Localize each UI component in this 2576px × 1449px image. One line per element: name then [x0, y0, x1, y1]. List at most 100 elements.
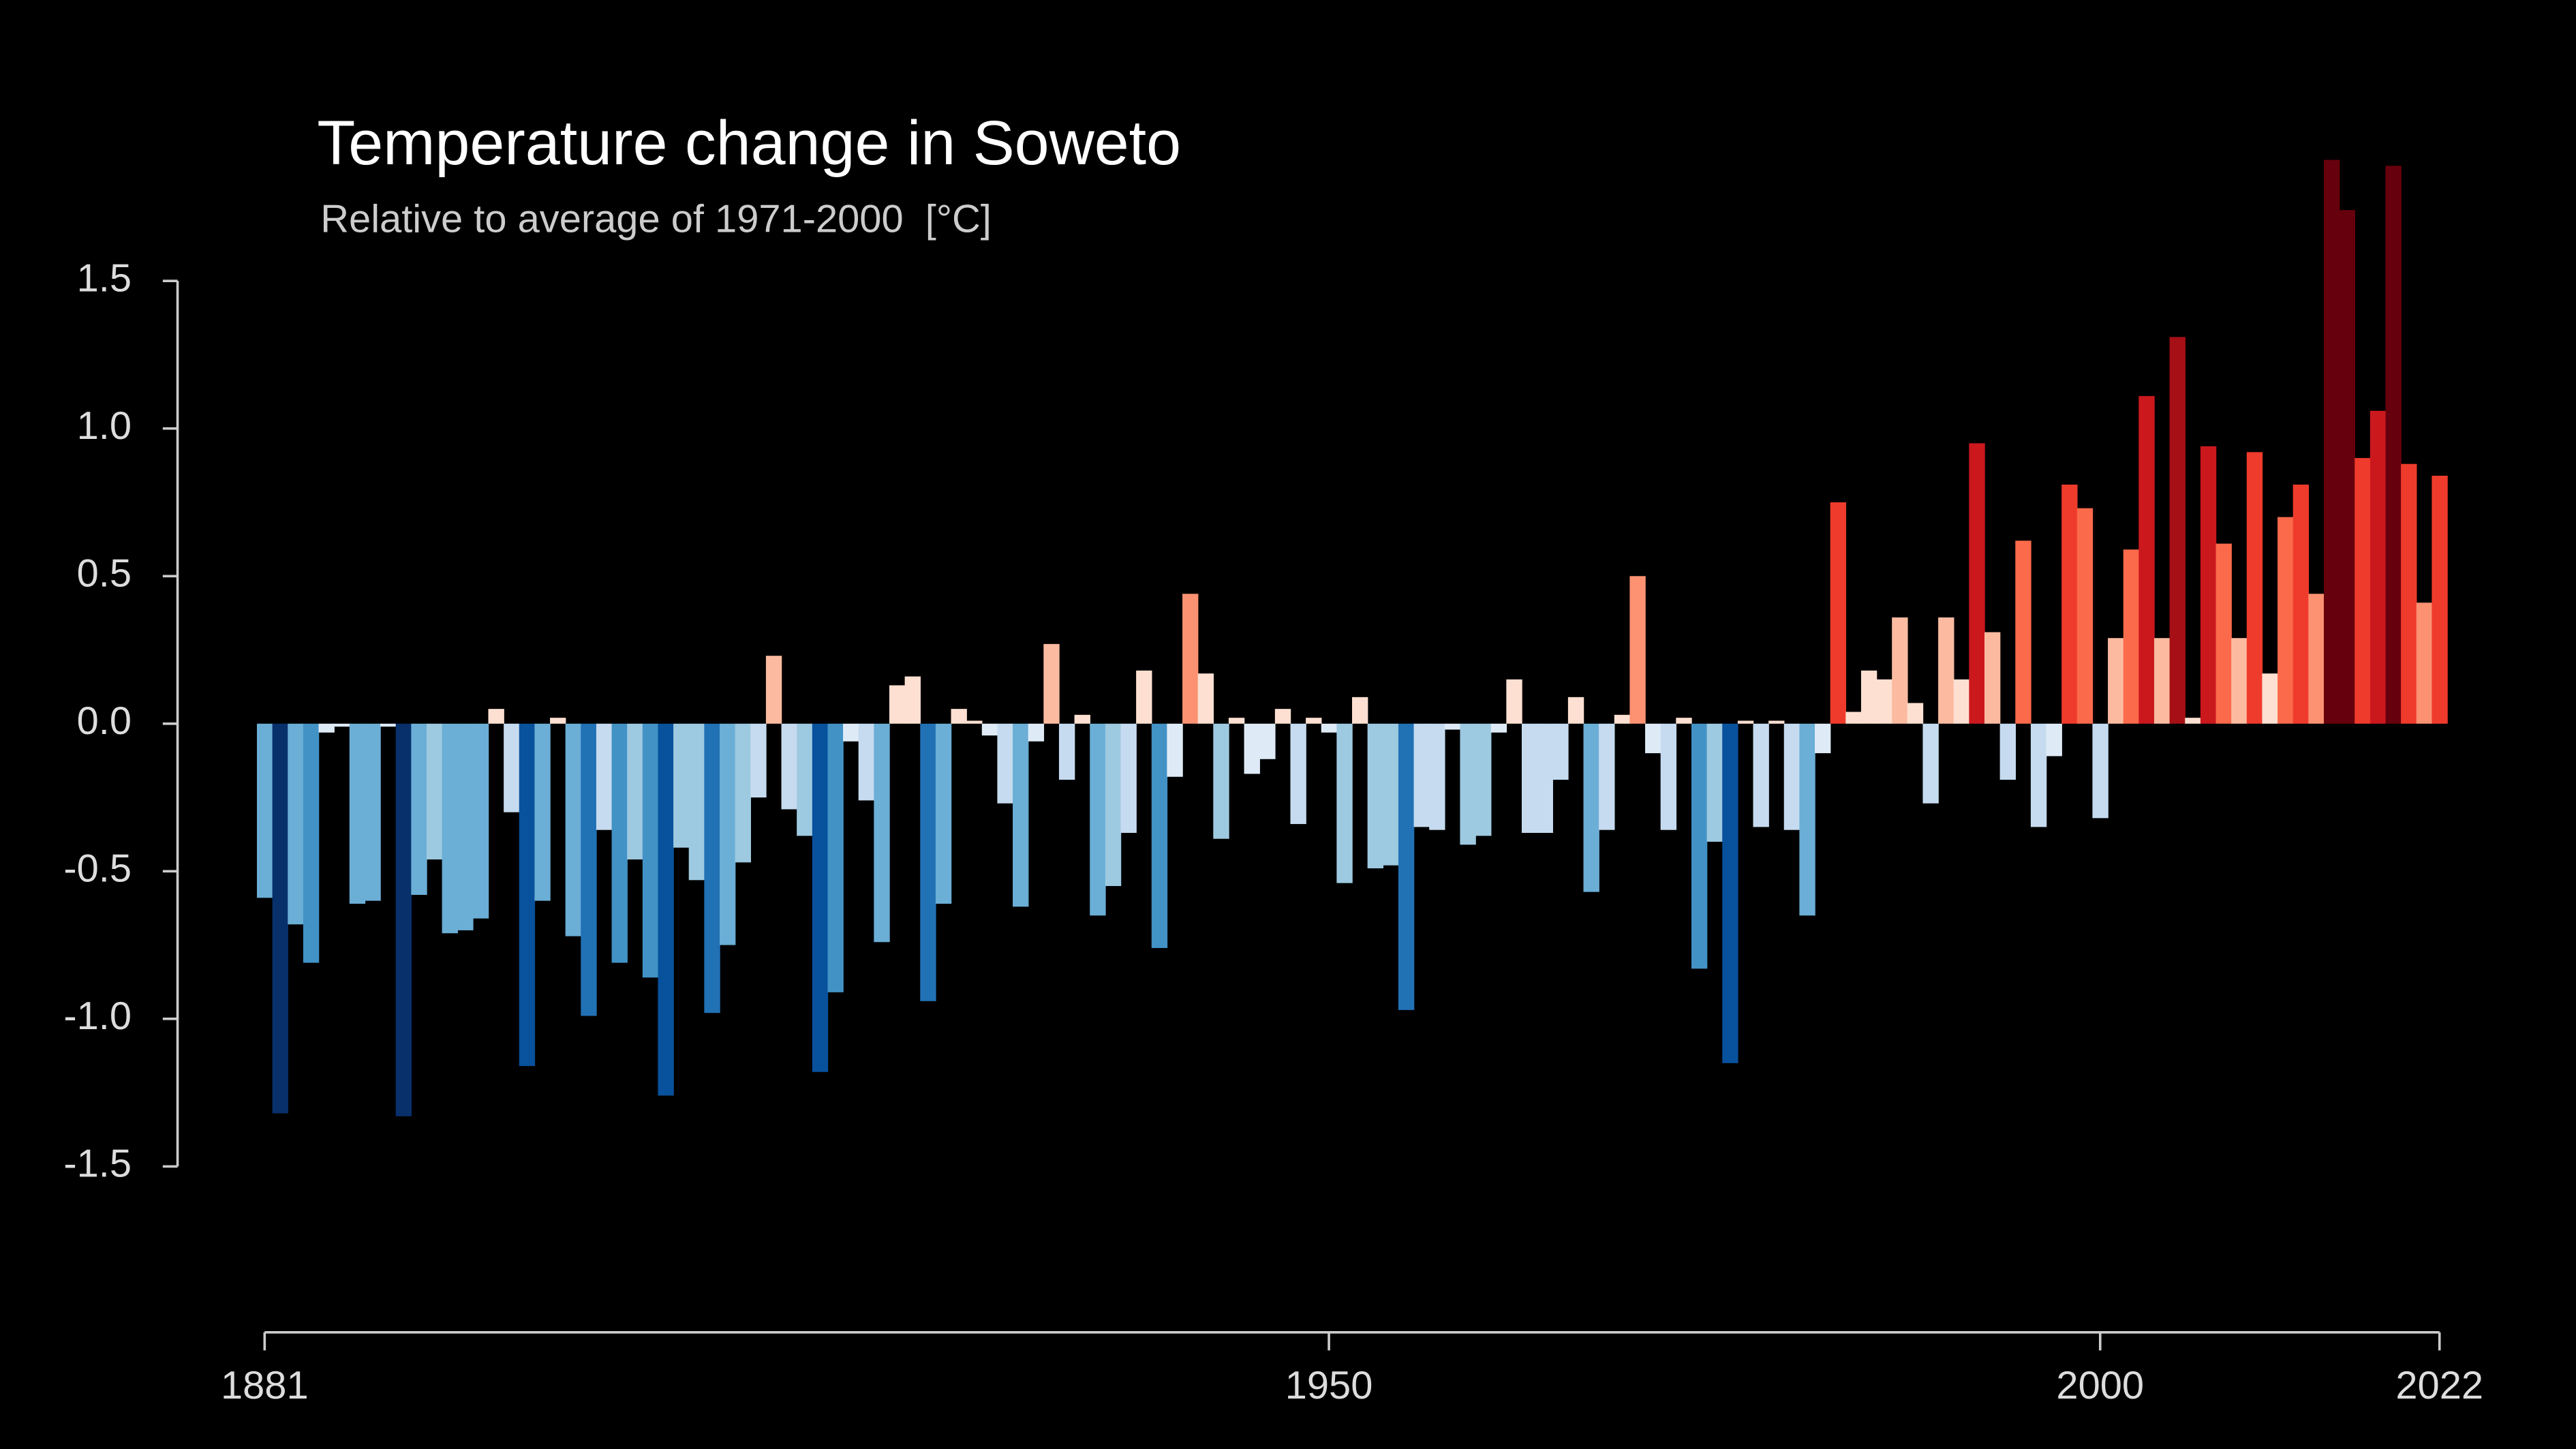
y-tick-label: 1.0: [77, 404, 132, 448]
bar: [1521, 723, 1538, 834]
bar: [472, 723, 489, 919]
bar: [1567, 697, 1584, 724]
bar: [935, 723, 952, 904]
bar: [720, 723, 736, 945]
bar: [411, 723, 427, 895]
bar: [1629, 576, 1646, 724]
bar: [2061, 485, 2078, 724]
bar: [673, 723, 690, 848]
bar: [1043, 643, 1060, 724]
bar: [550, 718, 566, 724]
bar: [1013, 723, 1029, 907]
bar: [1105, 723, 1122, 886]
bar: [1583, 723, 1599, 892]
bar: [1352, 697, 1368, 724]
bar: [1120, 723, 1137, 834]
bar: [1599, 723, 1615, 830]
bar: [2200, 446, 2217, 724]
bar: [2108, 638, 2124, 724]
bar: [1845, 712, 1862, 724]
bar: [1860, 670, 1877, 724]
bar: [1058, 723, 1075, 780]
bar: [1383, 723, 1399, 866]
bar: [1552, 723, 1569, 780]
bar: [904, 676, 921, 724]
bar: [1722, 723, 1738, 1063]
bar: [1753, 723, 1769, 827]
y-tick-label: -0.5: [63, 847, 132, 891]
bar: [1151, 723, 1168, 948]
bar: [2169, 337, 2186, 724]
bar: [2015, 540, 2031, 724]
bar: [334, 723, 350, 727]
bar: [997, 723, 1013, 804]
bar: [2401, 463, 2417, 724]
bar: [2246, 452, 2263, 724]
bar: [1737, 720, 1754, 724]
bar: [1336, 723, 1353, 883]
bar: [395, 723, 412, 1116]
bar: [1182, 594, 1199, 724]
bar: [2293, 485, 2310, 724]
bar: [519, 723, 536, 1067]
bar: [1676, 718, 1692, 724]
bar: [858, 723, 875, 801]
bar: [1969, 443, 1985, 724]
bar: [2323, 159, 2340, 724]
bar: [596, 723, 613, 830]
bar: [2339, 210, 2355, 724]
bar: [1244, 723, 1260, 774]
bar: [2076, 508, 2094, 724]
bar: [704, 723, 720, 1013]
bar: [1830, 502, 1847, 724]
bar: [642, 723, 659, 978]
x-tick-label: 1881: [221, 1364, 309, 1407]
bar: [1815, 723, 1831, 754]
y-tick-label: -1.5: [63, 1142, 132, 1186]
bar: [1460, 723, 1476, 845]
bar: [2215, 543, 2232, 724]
bar: [1614, 714, 1631, 724]
bar: [1475, 723, 1492, 836]
x-tick-label: 2000: [2056, 1364, 2144, 1407]
bar: [1691, 723, 1708, 969]
bar: [812, 723, 829, 1072]
bar: [2370, 410, 2387, 724]
bar: [1228, 718, 1245, 724]
bar: [797, 723, 813, 836]
bar: [1984, 632, 2001, 724]
bar: [658, 723, 674, 1096]
bar: [2308, 594, 2325, 724]
bar: [2092, 723, 2109, 819]
bar: [765, 656, 782, 724]
bar: [1136, 670, 1152, 724]
bar: [2231, 638, 2248, 724]
bar: [2185, 718, 2201, 724]
bar: [1444, 723, 1461, 730]
bar: [2046, 723, 2062, 757]
bar: [2153, 638, 2171, 724]
bar: [688, 723, 705, 881]
y-tick-label: 1.5: [77, 256, 132, 300]
bar: [1429, 723, 1445, 830]
bar: [1413, 723, 1430, 827]
bar: [380, 723, 397, 727]
bar: [827, 723, 844, 992]
bar: [1645, 723, 1661, 754]
bar: [2030, 723, 2047, 827]
x-tick-label: 2022: [2395, 1364, 2483, 1407]
bar: [1922, 723, 1939, 804]
y-tick-label: 0.0: [77, 699, 132, 743]
bar: [1999, 723, 2016, 780]
bar: [2355, 458, 2371, 724]
bar: [256, 723, 273, 898]
bar: [426, 723, 443, 860]
bar: [318, 723, 335, 733]
bar: [1290, 723, 1306, 825]
bar: [1799, 723, 1815, 916]
bar: [1274, 709, 1291, 724]
bar: [781, 723, 797, 810]
bar: [1197, 673, 1214, 724]
